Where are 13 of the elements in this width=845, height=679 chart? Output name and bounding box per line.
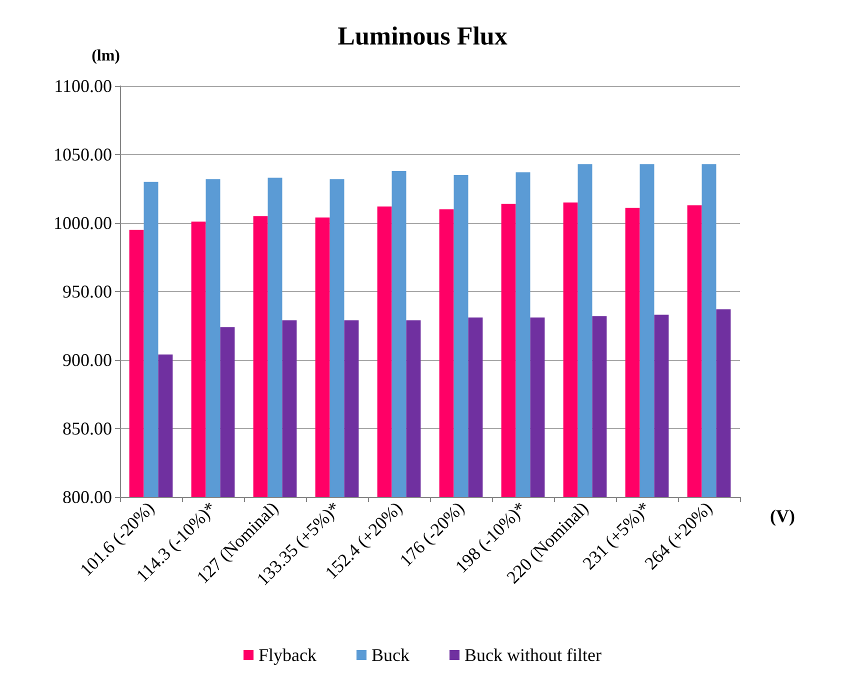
x-axis-title: (V) xyxy=(770,506,795,526)
y-tick-label: 950.00 xyxy=(62,282,112,302)
y-axis-title: (lm) xyxy=(92,48,120,64)
y-tick-label: 800.00 xyxy=(62,487,112,507)
legend-label: Flyback xyxy=(258,645,317,665)
y-tick-label: 850.00 xyxy=(62,418,112,438)
y-tick-label: 1050.00 xyxy=(54,144,112,164)
y-tick-label: 1000.00 xyxy=(54,213,112,233)
chart-title: Luminous Flux xyxy=(338,22,508,50)
y-tick-label: 1100.00 xyxy=(54,76,112,96)
legend-label: Buck xyxy=(372,645,410,665)
y-tick-label: 900.00 xyxy=(62,350,112,370)
legend-label: Buck without filter xyxy=(464,645,602,665)
